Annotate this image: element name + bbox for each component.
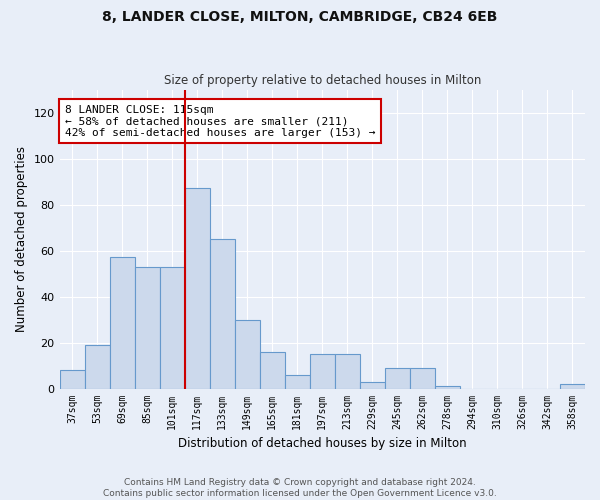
Bar <box>209 239 235 388</box>
Y-axis label: Number of detached properties: Number of detached properties <box>15 146 28 332</box>
Bar <box>134 266 160 388</box>
Bar <box>59 370 85 388</box>
Bar <box>110 258 134 388</box>
Text: 8, LANDER CLOSE, MILTON, CAMBRIDGE, CB24 6EB: 8, LANDER CLOSE, MILTON, CAMBRIDGE, CB24… <box>103 10 497 24</box>
Bar <box>435 386 460 388</box>
Bar <box>160 266 185 388</box>
Text: Contains HM Land Registry data © Crown copyright and database right 2024.
Contai: Contains HM Land Registry data © Crown c… <box>103 478 497 498</box>
Bar <box>235 320 260 388</box>
Bar <box>335 354 360 388</box>
Bar <box>85 345 110 389</box>
Bar <box>410 368 435 388</box>
Title: Size of property relative to detached houses in Milton: Size of property relative to detached ho… <box>164 74 481 87</box>
Bar <box>310 354 335 388</box>
Bar <box>560 384 585 388</box>
Bar <box>260 352 285 389</box>
Bar <box>185 188 209 388</box>
Text: 8 LANDER CLOSE: 115sqm
← 58% of detached houses are smaller (211)
42% of semi-de: 8 LANDER CLOSE: 115sqm ← 58% of detached… <box>65 104 375 138</box>
Bar <box>360 382 385 388</box>
Bar <box>285 375 310 388</box>
Bar <box>385 368 410 388</box>
X-axis label: Distribution of detached houses by size in Milton: Distribution of detached houses by size … <box>178 437 467 450</box>
